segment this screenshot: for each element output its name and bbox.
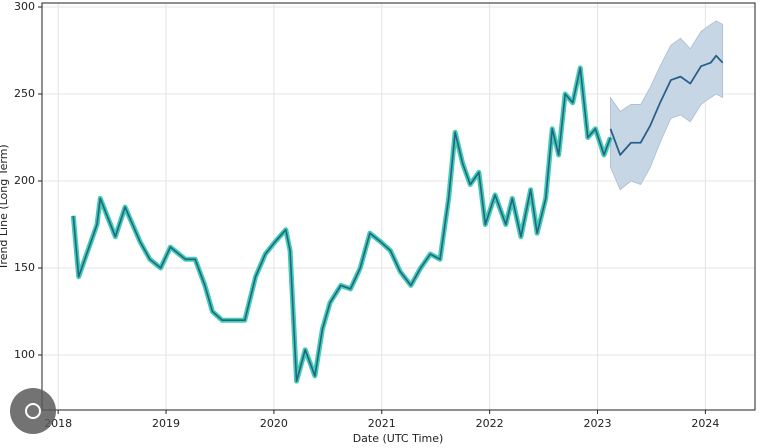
x-tick-label: 2022 [476,417,504,430]
lens-button[interactable] [10,388,56,434]
lens-glyph [25,403,41,419]
y-tick-label: 300 [14,0,35,13]
y-axis-label: Trend Line (Long Term) [0,144,10,270]
x-tick-label: 2021 [368,417,396,430]
confidence-band [610,20,724,191]
x-tick-label: 2020 [260,417,288,430]
x-axis-label: Date (UTC Time) [353,432,444,445]
y-tick-label: 150 [14,261,35,274]
lens-icon[interactable] [10,388,56,434]
trend-line [72,67,612,382]
y-tick-label: 250 [14,87,35,100]
y-tick-label: 200 [14,174,35,187]
y-tick-label: 100 [14,348,35,361]
forecast-line [609,54,724,156]
x-tick-label: 2023 [584,417,612,430]
x-tick-label: 2024 [691,417,719,430]
x-tick-label: 2019 [152,417,180,430]
trend-line-outer [70,65,613,384]
plot-frame [41,2,756,411]
